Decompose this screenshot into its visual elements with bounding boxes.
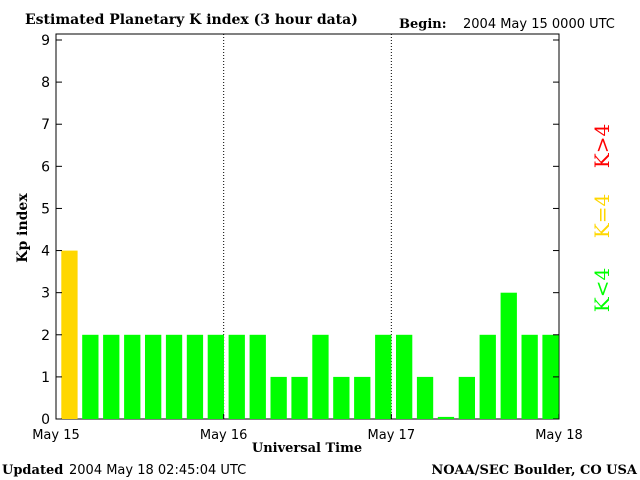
y-tick-label: 7 [41,117,50,133]
y-tick-label: 1 [41,370,50,386]
kp-bar [270,376,287,419]
begin-label: Begin: [399,17,447,32]
updated-label: Updated [2,463,63,478]
day-separator-lines [223,34,392,419]
y-tick-label: 8 [41,75,50,91]
y-tick-label: 9 [41,33,50,49]
y-tick-label: 4 [41,244,50,260]
kp-bar [500,292,517,419]
legend-k-greater-4: K>4 [590,124,614,168]
kp-bar [396,334,413,419]
x-tick-label: May 16 [200,428,248,443]
kp-bar [521,334,538,419]
kp-bar [165,334,183,419]
x-axis-label: Universal Time [252,441,362,456]
kp-bar [291,376,308,419]
kp-bar [228,334,245,419]
kp-bar [542,334,559,419]
begin-value: 2004 May 15 0000 UTC [463,17,615,32]
source-credit: NOAA/SEC Boulder, CO USA [431,463,638,478]
kp-bar [354,376,371,419]
legend-k-equal-4: K=4 [590,194,614,238]
y-tick-label: 5 [41,201,50,217]
x-tick-label: May 15 [32,428,80,443]
y-axis-ticks: 0 1 2 3 4 5 6 7 8 9 [41,33,559,428]
kp-bar [145,334,162,419]
kp-bar [312,334,329,419]
kp-bar [61,250,78,419]
kp-bar [124,334,141,419]
kp-bar [437,416,455,419]
kp-bar [186,334,204,419]
x-tick-label: May 18 [535,428,583,443]
chart-title: Estimated Planetary K index (3 hour data… [25,12,358,28]
kp-bar [207,334,224,419]
x-axis-ticks: May 15 May 16 May 17 May 18 [32,414,583,443]
y-axis-label: Kp index [15,193,31,263]
kp-bar [249,334,266,419]
kp-bar [333,376,350,419]
kp-bar [416,376,434,419]
y-tick-label: 0 [41,412,50,428]
updated-value: 2004 May 18 02:45:04 UTC [69,463,246,478]
legend-k-less-4: K<4 [590,268,614,312]
kp-bar [458,376,475,419]
kp-bar [103,334,120,419]
y-tick-label: 6 [41,159,50,175]
x-tick-label: May 17 [368,428,416,443]
y-tick-label: 2 [41,328,50,344]
y-tick-label: 3 [41,286,50,302]
kp-bar [82,334,99,419]
bars-group [61,250,559,419]
kp-bar [375,334,392,419]
kp-bar [479,334,496,419]
